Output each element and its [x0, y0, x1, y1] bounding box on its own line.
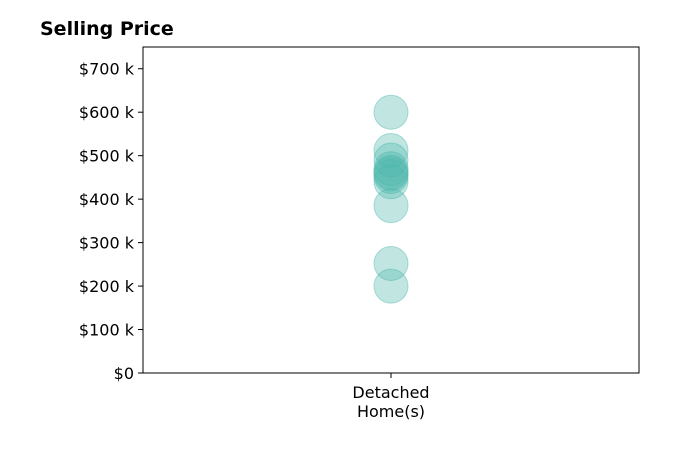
y-tick-label: $500 k: [79, 147, 135, 166]
y-tick-label: $200 k: [79, 277, 135, 296]
y-axis: $0 $100 k $200 k $300 k $400 k $500 k $600 k $7…: [79, 60, 143, 383]
x-axis: Detached Home(s): [352, 373, 430, 421]
plot-frame: [142, 46, 640, 374]
data-point: [373, 156, 409, 192]
data-point: [373, 132, 409, 168]
data-point: [373, 154, 409, 190]
y-tick-label: $100 k: [79, 321, 135, 340]
data-point: [373, 151, 409, 187]
y-tick-label: $300 k: [79, 234, 135, 253]
data-point: [373, 164, 409, 200]
y-tick-label: $700 k: [79, 60, 135, 79]
data-points: [373, 94, 409, 304]
x-tick-label: Detached Home(s): [352, 383, 429, 421]
y-tick-label: $400 k: [79, 190, 135, 209]
data-point: [373, 94, 409, 130]
data-point: [373, 159, 409, 195]
data-point: [373, 268, 409, 304]
y-tick-label: $600 k: [79, 103, 135, 122]
data-point: [373, 245, 409, 281]
data-point: [373, 142, 409, 178]
chart-title: Selling Price: [40, 18, 174, 40]
data-point: [373, 188, 409, 224]
y-tick-label: $0: [114, 364, 134, 383]
